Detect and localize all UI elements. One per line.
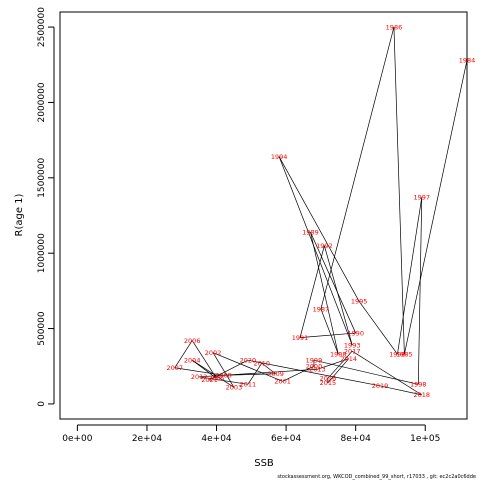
year-label-2012: 2012 bbox=[191, 373, 208, 381]
year-label-2021: 2021 bbox=[201, 376, 218, 384]
year-label-2005: 2005 bbox=[208, 375, 225, 383]
year-label-1986: 1986 bbox=[386, 23, 403, 31]
year-label-2006: 2006 bbox=[184, 337, 201, 345]
year-label-2019: 2019 bbox=[372, 382, 389, 390]
x-tick-label: 1e+05 bbox=[410, 434, 440, 444]
year-label-1989: 1989 bbox=[302, 228, 319, 236]
x-tick-label: 0e+00 bbox=[62, 434, 93, 444]
year-label-2015: 2015 bbox=[320, 379, 337, 387]
y-tick-label: 1000000 bbox=[37, 233, 47, 273]
y-axis: 0 500000 1000000 1500000 2000000 2500000 bbox=[37, 7, 55, 407]
trajectory-segment bbox=[299, 332, 356, 338]
year-label-2011: 2011 bbox=[240, 381, 257, 389]
trajectory-segment bbox=[310, 232, 339, 355]
trajectory-segment bbox=[278, 156, 353, 346]
year-label-1984: 1984 bbox=[459, 57, 476, 65]
trajectory-segment bbox=[320, 26, 395, 310]
trajectory-segment bbox=[199, 368, 318, 378]
trajectory-segment bbox=[393, 27, 405, 355]
year-label-1998: 1998 bbox=[410, 381, 427, 389]
year-label-2014: 2014 bbox=[340, 355, 357, 363]
year-label-2013: 2013 bbox=[309, 366, 326, 374]
x-tick-label: 6e+04 bbox=[271, 434, 302, 444]
trajectory-segment bbox=[282, 365, 315, 382]
trajectory-segment bbox=[191, 340, 217, 379]
year-labels: 1984 1985 1986 1987 1988 1989 1990 1991 1992 1993… bbox=[167, 23, 476, 399]
trajectory-segment bbox=[174, 367, 224, 376]
trajectory-segment bbox=[320, 308, 339, 355]
y-tick-label: 1500000 bbox=[37, 158, 47, 198]
footnote: stockassessment.org, WKCOD_combined_99_s… bbox=[277, 474, 476, 480]
trajectory-segment bbox=[299, 245, 325, 338]
trajectory-segment bbox=[278, 156, 360, 302]
x-tick-label: 8e+04 bbox=[341, 434, 372, 444]
year-label-1995: 1995 bbox=[351, 298, 368, 306]
trajectory-segment bbox=[327, 350, 353, 379]
year-label-2007: 2007 bbox=[167, 364, 184, 372]
trajectory-segment bbox=[209, 359, 249, 381]
year-label-1997: 1997 bbox=[414, 194, 431, 202]
year-label-1996: 1996 bbox=[389, 350, 406, 358]
year-label-2017: 2017 bbox=[344, 347, 361, 355]
year-label-2016: 2016 bbox=[320, 375, 337, 383]
x-axis-title: SSB bbox=[254, 458, 274, 469]
year-label-1985: 1985 bbox=[396, 350, 413, 358]
year-label-1990: 1990 bbox=[347, 329, 364, 337]
year-label-1994: 1994 bbox=[271, 153, 288, 161]
year-label-2009: 2009 bbox=[267, 370, 284, 378]
x-tick-label: 2e+04 bbox=[132, 434, 163, 444]
y-tick-label: 0 bbox=[37, 401, 47, 407]
plot-frame bbox=[59, 11, 468, 420]
y-tick-label: 500000 bbox=[37, 311, 47, 346]
trajectory-segment bbox=[174, 340, 193, 368]
year-label-1993: 1993 bbox=[344, 341, 361, 349]
trajectory-segment bbox=[397, 197, 423, 355]
trajectory-segment bbox=[191, 359, 217, 379]
year-label-2010: 2010 bbox=[253, 360, 270, 368]
year-label-1987: 1987 bbox=[313, 305, 330, 313]
year-label-2020: 2020 bbox=[240, 357, 257, 365]
trajectory-lines bbox=[174, 26, 468, 396]
trajectory-segment bbox=[327, 358, 349, 384]
year-label-2004: 2004 bbox=[184, 357, 201, 365]
year-label-1991: 1991 bbox=[292, 334, 309, 342]
year-label-2000: 2000 bbox=[306, 363, 323, 371]
year-label-1999: 1999 bbox=[306, 357, 323, 365]
year-label-2001: 2001 bbox=[274, 378, 291, 386]
year-label-2003: 2003 bbox=[226, 384, 243, 392]
trajectory-segment bbox=[404, 60, 468, 355]
trajectory-segment bbox=[247, 363, 263, 385]
year-label-2008: 2008 bbox=[215, 372, 232, 380]
year-label-2018: 2018 bbox=[414, 391, 431, 399]
trajectory-segment bbox=[212, 352, 283, 382]
x-axis: 0e+00 2e+04 4e+04 6e+04 8e+04 1e+05 bbox=[62, 424, 440, 444]
y-tick-label: 2000000 bbox=[37, 82, 47, 122]
y-tick-label: 2500000 bbox=[37, 7, 47, 47]
trajectory-segment bbox=[310, 231, 357, 334]
year-label-1992: 1992 bbox=[316, 242, 333, 250]
trajectory-segment bbox=[324, 245, 353, 346]
trajectory-segment bbox=[247, 359, 381, 387]
trajectory-segment bbox=[379, 385, 422, 396]
x-tick-label: 4e+04 bbox=[201, 434, 232, 444]
trajectory-segment bbox=[358, 301, 398, 355]
y-axis-title: R(age 1) bbox=[14, 193, 25, 236]
year-label-1988: 1988 bbox=[330, 350, 347, 358]
trajectory-segment bbox=[199, 376, 248, 385]
year-label-2002: 2002 bbox=[205, 349, 222, 357]
trajectory-segment bbox=[417, 197, 423, 385]
trajectory-segment bbox=[352, 350, 422, 396]
